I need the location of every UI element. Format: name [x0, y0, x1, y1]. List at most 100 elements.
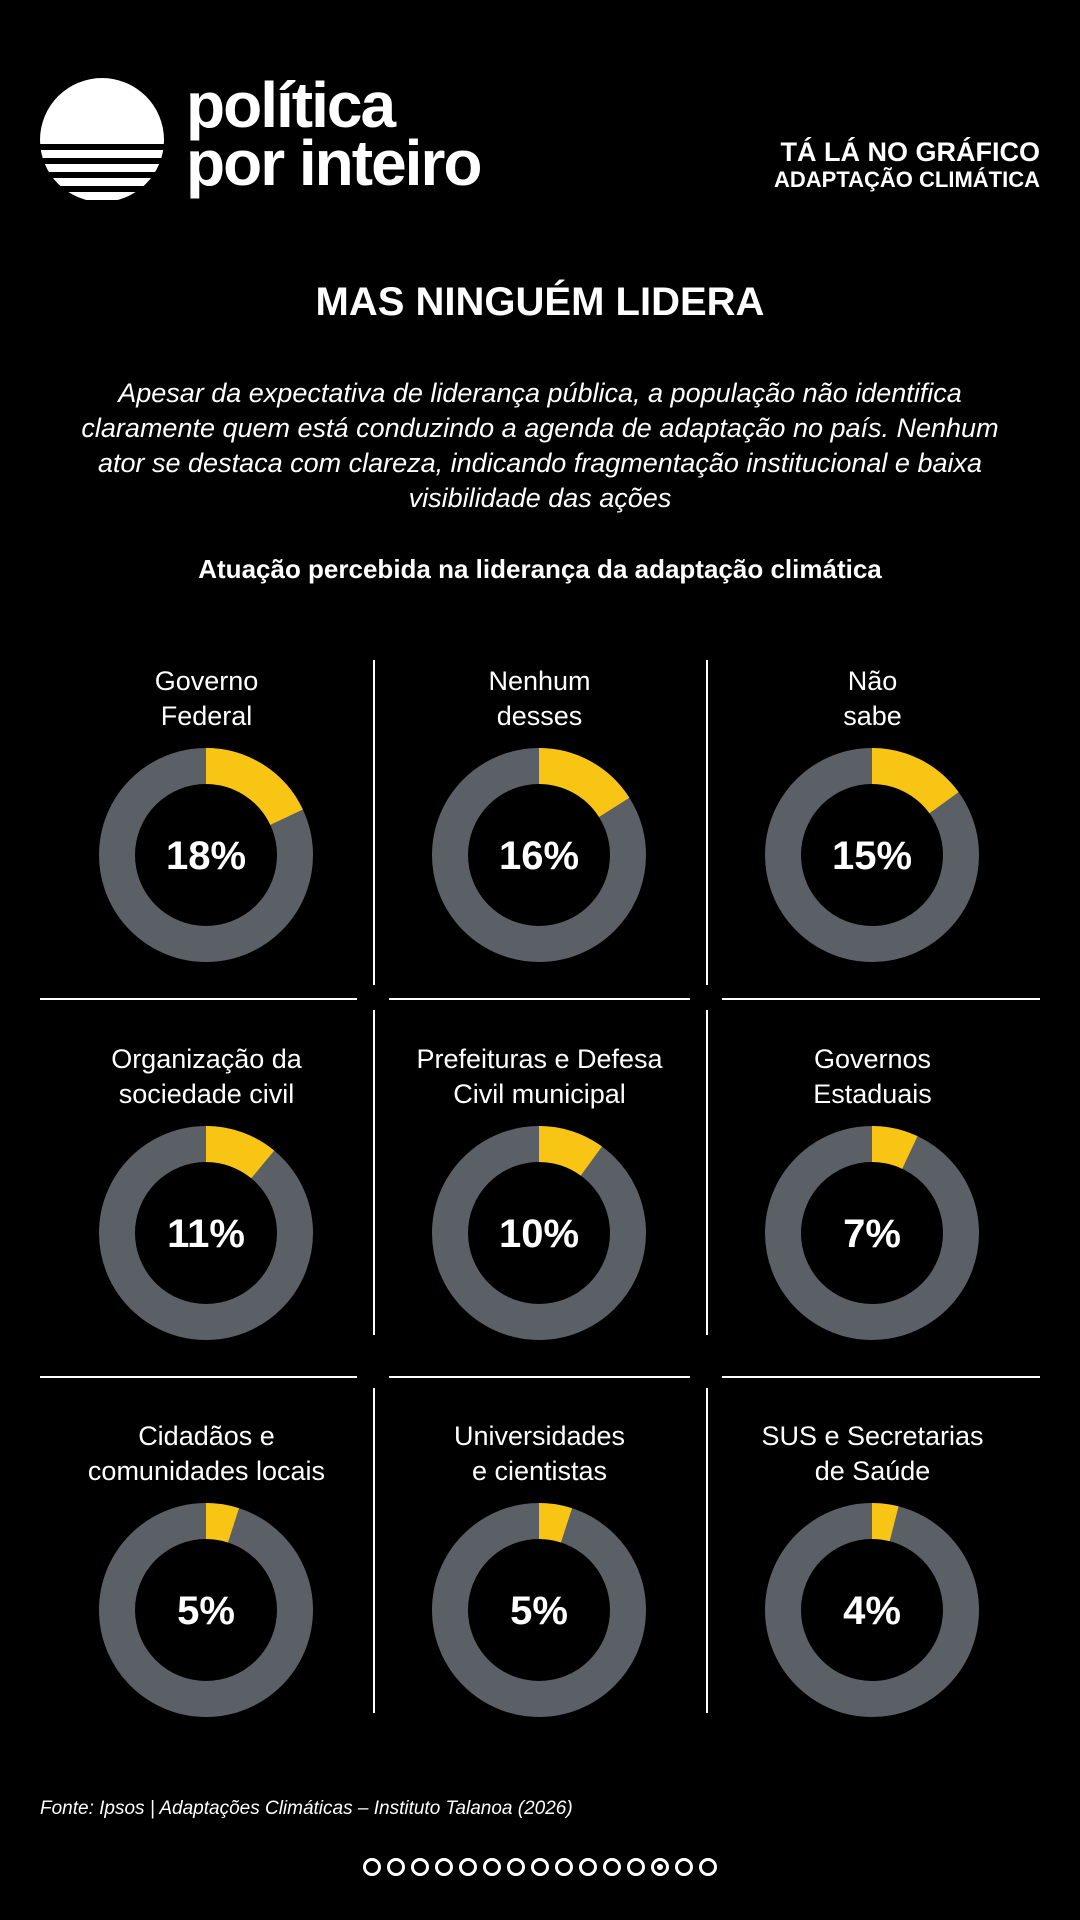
grid-divider-vertical — [706, 1010, 708, 1335]
donut-chart: 16% — [432, 748, 646, 962]
donut-label-line: Cidadãos e — [138, 1421, 275, 1451]
grid-divider-horizontal — [40, 1376, 357, 1378]
donut-chart: 4% — [765, 1503, 979, 1717]
donut-chart: 11% — [99, 1126, 313, 1340]
donut-percentage: 5% — [177, 1589, 235, 1633]
series-title: TÁ LÁ NO GRÁFICO — [780, 137, 1040, 167]
pager-dot[interactable] — [507, 1858, 525, 1876]
donut-label-line: SUS e Secretarias — [761, 1421, 984, 1451]
pager-dot[interactable] — [627, 1858, 645, 1876]
donut-label-line: Organização da — [111, 1044, 302, 1074]
donut-label-line: Governos — [813, 1044, 932, 1074]
donut-label: Prefeituras e Defesa Civil municipal — [373, 1042, 706, 1112]
pager-dot[interactable] — [363, 1858, 381, 1876]
pager-dot[interactable] — [603, 1858, 621, 1876]
donut-label-line: sociedade civil — [118, 1079, 295, 1109]
donut-chart: 7% — [765, 1126, 979, 1340]
grid-divider-horizontal — [722, 1376, 1040, 1378]
series-subtitle: ADAPTAÇÃO CLIMÁTICA — [773, 167, 1040, 192]
donut-cell: Organização da sociedade civil 11% — [40, 1038, 373, 1383]
pager-dot[interactable] — [531, 1858, 549, 1876]
donut-percentage: 15% — [832, 834, 912, 878]
donut-value-arc — [432, 1503, 646, 1717]
grid-divider-horizontal — [722, 998, 1040, 1000]
brand-line-1: política — [186, 69, 396, 141]
donut-value-arc — [765, 748, 979, 962]
donut-chart: 5% — [432, 1503, 646, 1717]
donut-chart: 15% — [765, 748, 979, 962]
source-note: Fonte: Ipsos | Adaptações Climáticas – I… — [40, 1798, 573, 1819]
pager-dot[interactable] — [411, 1858, 429, 1876]
donut-value-arc — [99, 1503, 313, 1717]
donut-chart: 18% — [99, 748, 313, 962]
chart-title: Atuação percebida na liderança da adapta… — [198, 554, 882, 584]
grid-divider-vertical — [373, 1010, 375, 1335]
donut-cell: Governo Federal 18% — [40, 660, 373, 1005]
donut-label-line: Universidades — [453, 1421, 626, 1451]
donut-grid: Governo Federal 18% Nenhum desses 16% Não sabe 1… — [40, 660, 1040, 1720]
pager-dot[interactable] — [459, 1858, 477, 1876]
donut-label-line: Não — [847, 666, 898, 696]
donut-label: SUS e Secretarias de Saúde — [706, 1419, 1039, 1489]
donut-cell: SUS e Secretarias de Saúde 4% — [706, 1415, 1039, 1760]
pager-dot[interactable] — [435, 1858, 453, 1876]
donut-label-line: comunidades locais — [87, 1456, 326, 1486]
donut-cell: Universidades e cientistas 5% — [373, 1415, 706, 1760]
series-label: TÁ LÁ NO GRÁFICO ADAPTAÇÃO CLIMÁTICA — [774, 137, 1040, 193]
donut-label-line: desses — [496, 701, 583, 731]
donut-value-arc — [765, 1503, 979, 1717]
donut-percentage: 10% — [499, 1212, 579, 1256]
donut-label: Nenhum desses — [373, 664, 706, 734]
donut-cell: Cidadãos e comunidades locais 5% — [40, 1415, 373, 1760]
grid-divider-vertical — [373, 660, 375, 985]
donut-cell: Não sabe 15% — [706, 660, 1039, 1005]
donut-chart: 5% — [99, 1503, 313, 1717]
donut-value-arc — [765, 1126, 979, 1340]
brand-line-2: por inteiro — [186, 127, 482, 199]
donut-label-line: e cientistas — [471, 1456, 608, 1486]
pager-dot[interactable] — [387, 1858, 405, 1876]
donut-label: Universidades e cientistas — [373, 1419, 706, 1489]
politica-por-inteiro-logo-icon — [40, 78, 164, 200]
donut-label: Organização da sociedade civil — [40, 1042, 373, 1112]
donut-label-line: Federal — [160, 701, 253, 731]
donut-percentage: 4% — [843, 1589, 901, 1633]
donut-percentage: 18% — [166, 834, 246, 878]
donut-cell: Governos Estaduais 7% — [706, 1038, 1039, 1383]
donut-label: Não sabe — [706, 664, 1039, 734]
pager-dot-active[interactable] — [651, 1858, 669, 1876]
donut-label: Governos Estaduais — [706, 1042, 1039, 1112]
brand-name: política por inteiro — [186, 69, 482, 199]
donut-percentage: 5% — [510, 1589, 568, 1633]
intro-paragraph: Apesar da expectativa de liderança públi… — [81, 378, 999, 513]
donut-value-arc — [99, 1126, 313, 1340]
donut-value-arc — [432, 748, 646, 962]
grid-divider-horizontal — [389, 1376, 690, 1378]
donut-label: Cidadãos e comunidades locais — [40, 1419, 373, 1489]
pager-dot[interactable] — [699, 1858, 717, 1876]
grid-divider-vertical — [373, 1388, 375, 1713]
donut-label-line: sabe — [843, 701, 902, 731]
donut-label-line: de Saúde — [814, 1456, 931, 1486]
donut-cell: Prefeituras e Defesa Civil municipal 10% — [373, 1038, 706, 1383]
donut-label-line: Civil municipal — [453, 1079, 626, 1109]
donut-label-line: Governo — [154, 666, 259, 696]
headline: MAS NINGUÉM LIDERA — [315, 280, 765, 324]
donut-chart: 10% — [432, 1126, 646, 1340]
grid-divider-vertical — [706, 660, 708, 985]
pager-dot[interactable] — [675, 1858, 693, 1876]
grid-divider-vertical — [706, 1388, 708, 1713]
donut-percentage: 16% — [499, 834, 579, 878]
donut-label: Governo Federal — [40, 664, 373, 734]
pager-dot[interactable] — [483, 1858, 501, 1876]
carousel-pagination — [0, 1858, 1080, 1876]
donut-cell: Nenhum desses 16% — [373, 660, 706, 1005]
pager-dot[interactable] — [579, 1858, 597, 1876]
grid-divider-horizontal — [40, 998, 357, 1000]
pager-dot[interactable] — [555, 1858, 573, 1876]
donut-label-line: Prefeituras e Defesa — [416, 1044, 663, 1074]
donut-label-line: Nenhum — [488, 666, 591, 696]
donut-value-arc — [432, 1126, 646, 1340]
grid-divider-horizontal — [389, 998, 690, 1000]
donut-percentage: 7% — [843, 1212, 901, 1256]
